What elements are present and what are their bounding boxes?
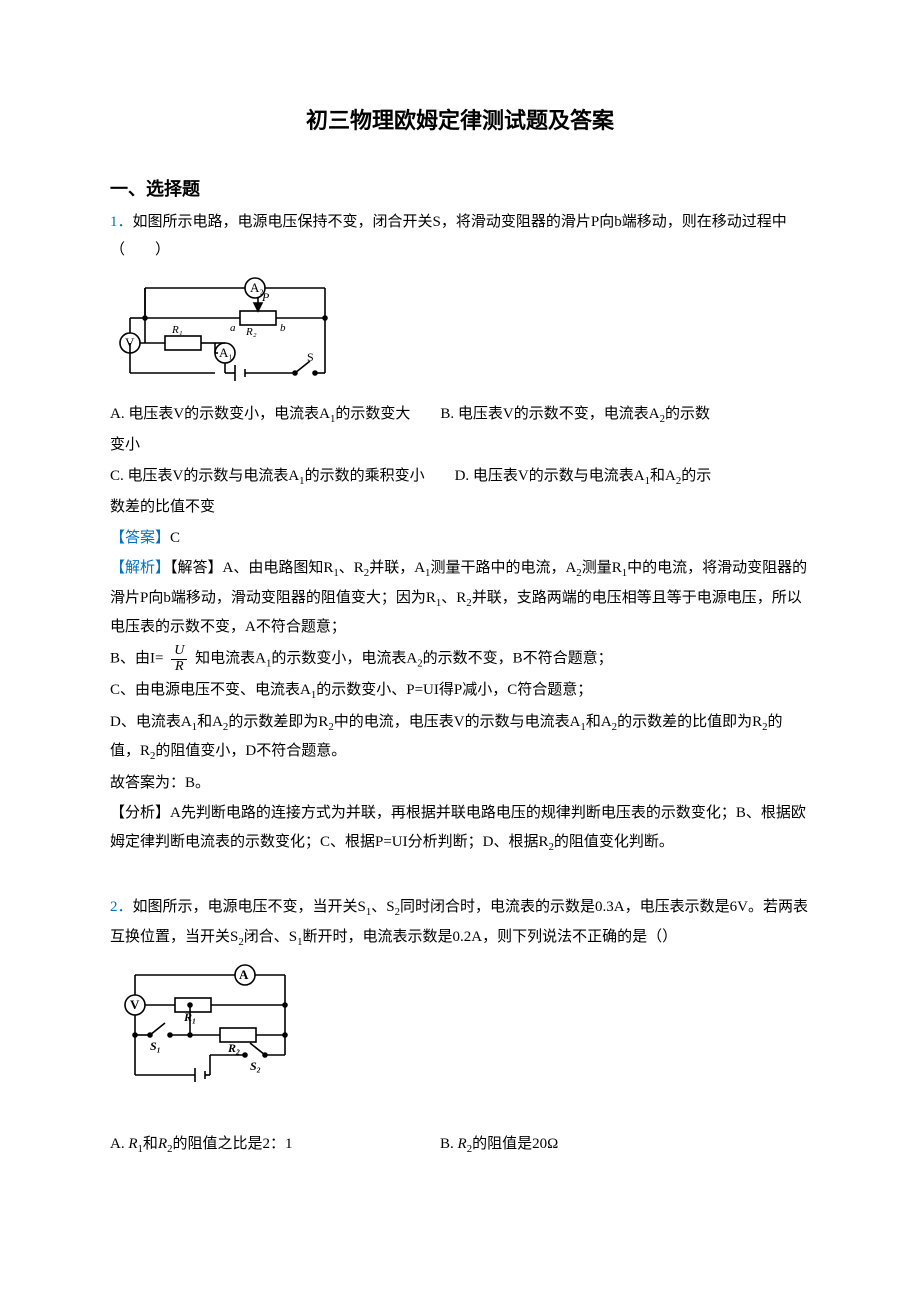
- label-r1: R₁: [171, 324, 183, 336]
- option-b: B. 电压表V的示数不变，电流表A2的示数: [440, 406, 710, 422]
- label-b: b: [280, 322, 286, 334]
- page-title: 初三物理欧姆定律测试题及答案: [110, 100, 810, 142]
- question-text: 如图所示电路，电源电压保持不变，闭合开关S，将滑动变阻器的滑片P向b端移动，则在…: [110, 214, 787, 259]
- circuit-diagram-2: A V R₁ R₂ S₁ S₂: [110, 960, 810, 1090]
- label-a1: A₁: [219, 345, 233, 360]
- option-a: A. R1和R2的阻值之比是2：1: [110, 1136, 293, 1152]
- label-p: P: [261, 290, 270, 304]
- analysis-d: D、电流表A1和A2的示数差即为R2中的电流，电压表V的示数与电流表A1和A2的…: [110, 708, 810, 767]
- question-1-prompt: 1．如图所示电路，电源电压保持不变，闭合开关S，将滑动变阻器的滑片P向b端移动，…: [110, 208, 810, 265]
- label-s1: S₁: [150, 1039, 161, 1053]
- option-a: A. 电压表V的示数变小，电流表A1的示数变大: [110, 406, 410, 422]
- option-c: C. 电压表V的示数与电流表A1的示数的乘积变小: [110, 468, 425, 484]
- label-r1: R₁: [183, 1010, 196, 1024]
- option-d: D. 电压表V的示数与电流表A1和A2的示: [455, 468, 712, 484]
- option-b-cont: 变小: [110, 431, 810, 460]
- label-r2: R₂: [227, 1041, 240, 1055]
- question-2-prompt: 2．如图所示，电源电压不变，当开关S1、S2同时闭合时，电流表的示数是0.3A，…: [110, 893, 810, 952]
- question-number: 1．: [110, 214, 133, 230]
- analysis-label: 【解析】: [110, 560, 170, 576]
- answer-value: C: [170, 530, 180, 546]
- label-s2: S₂: [250, 1059, 261, 1073]
- label-v: V: [125, 335, 135, 350]
- option-b: B. R2的阻值是20Ω: [440, 1136, 558, 1152]
- fraction-icon: UR: [171, 644, 187, 674]
- section-heading: 一、选择题: [110, 172, 810, 206]
- analysis-a: 【解析】【解答】A、由电路图知R1、R2并联，A1测量干路中的电流，A2测量R1…: [110, 554, 810, 642]
- analysis-c: C、由电源电压不变、电流表A1的示数变小、P=UI得P减小，C符合题意；: [110, 676, 810, 706]
- label-a: A: [239, 967, 249, 982]
- label-v: V: [130, 997, 140, 1012]
- option-row-ab: A. 电压表V的示数变小，电流表A1的示数变大 B. 电压表V的示数不变，电流表…: [110, 400, 810, 430]
- option-row-cd: C. 电压表V的示数与电流表A1的示数的乘积变小 D. 电压表V的示数与电流表A…: [110, 462, 810, 492]
- option-d-cont: 数差的比值不变: [110, 493, 810, 522]
- answer-label: 【答案】: [110, 530, 170, 546]
- analysis-b: B、由I= UR 知电流表A1的示数变小，电流表A2的示数不变，B不符合题意；: [110, 644, 810, 674]
- question-number: 2．: [110, 899, 133, 915]
- q2-options: A. R1和R2的阻值之比是2：1 B. R2的阻值是20Ω: [110, 1130, 810, 1160]
- method: 【分析】A先判断电路的连接方式为并联，再根据并联电路电压的规律判断电压表的示数变…: [110, 799, 810, 857]
- label-s: S: [307, 350, 314, 364]
- conclusion: 故答案为：B。: [110, 769, 810, 798]
- label-a: a: [230, 322, 236, 334]
- answer-line: 【答案】C: [110, 524, 810, 553]
- label-r2: R₂: [245, 326, 257, 338]
- circuit-diagram-1: A₂ A₁ V R₁ R₂ P a b S: [110, 273, 810, 388]
